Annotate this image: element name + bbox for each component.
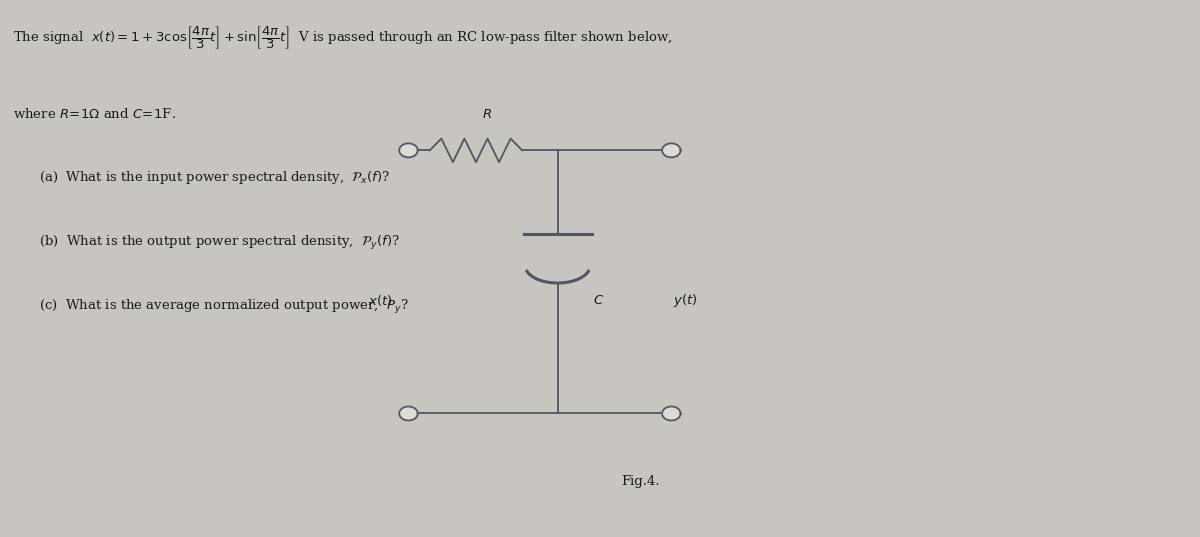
Polygon shape: [662, 143, 680, 157]
Polygon shape: [400, 143, 418, 157]
Text: $C$: $C$: [593, 294, 605, 307]
Text: $x(t)$: $x(t)$: [367, 293, 392, 308]
Text: (b)  What is the output power spectral density,  $\mathcal{P}_y(f)$?: (b) What is the output power spectral de…: [40, 234, 400, 252]
Text: The signal  $x(t) =1+3\cos\!\left[\dfrac{4\pi}{3}t\right]+\sin\!\left[\dfrac{4\p: The signal $x(t) =1+3\cos\!\left[\dfrac{…: [13, 24, 672, 51]
Polygon shape: [400, 407, 418, 420]
Polygon shape: [662, 407, 680, 420]
Text: Fig.4.: Fig.4.: [622, 475, 660, 488]
Text: $R$: $R$: [481, 108, 492, 121]
Text: where $R\!=\!1\Omega$ and $C\!=\! 1$F.: where $R\!=\!1\Omega$ and $C\!=\! 1$F.: [13, 107, 175, 121]
Text: (c)  What is the average normalized output power,  $P_y$?: (c) What is the average normalized outpu…: [40, 298, 409, 316]
Text: $y(t)$: $y(t)$: [673, 292, 698, 309]
Text: (a)  What is the input power spectral density,  $\mathcal{P}_x(f)$?: (a) What is the input power spectral den…: [40, 169, 390, 186]
